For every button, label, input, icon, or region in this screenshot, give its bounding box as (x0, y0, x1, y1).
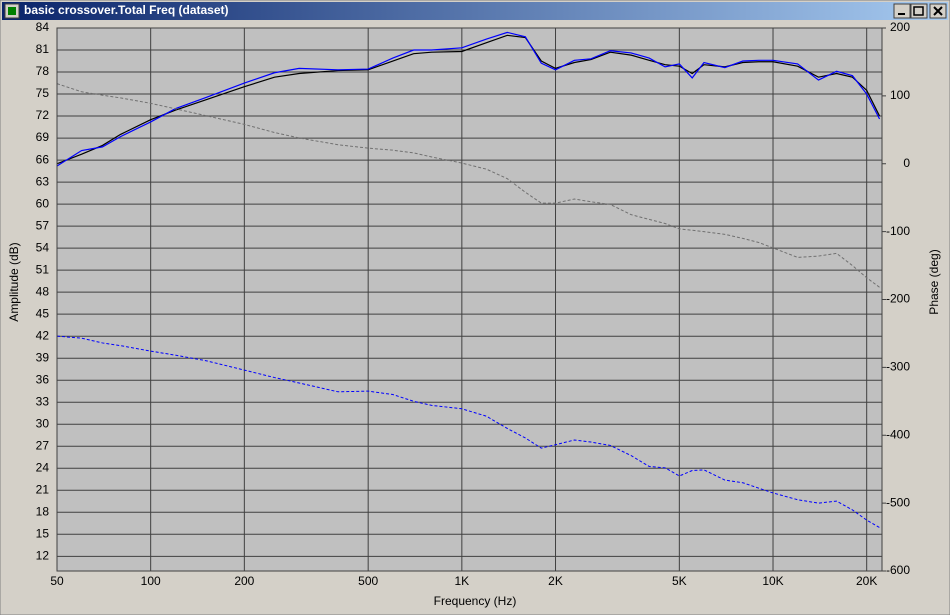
y-tick-label: 51 (36, 262, 50, 276)
y-tick-label: 42 (36, 328, 50, 342)
series-line (56, 31, 881, 167)
x-tick-label: 10K (762, 574, 783, 588)
y-tick-label: 69 (36, 130, 50, 144)
y2-tick-label: 200 (890, 20, 910, 34)
y-tick-label: 84 (36, 20, 50, 34)
y-tick-label: 54 (36, 240, 50, 254)
y-tick-label: 45 (36, 306, 50, 320)
series-line (56, 83, 880, 288)
y-tick-label: 36 (36, 372, 50, 386)
y-tick-label: 75 (36, 86, 50, 100)
plot-border (56, 27, 883, 572)
series-line (56, 335, 880, 528)
y-tick-label: 30 (36, 416, 50, 430)
window-title: basic crossover.Total Freq (dataset) (24, 3, 229, 17)
y2-axis-label: Phase (deg) (927, 249, 941, 314)
y-axis-label: Amplitude (dB) (7, 242, 21, 321)
x-tick-label: 1K (454, 574, 469, 588)
app-icon-inner (8, 7, 16, 15)
y-tick-label: 39 (36, 350, 50, 364)
x-axis-label: Frequency (Hz) (434, 594, 517, 608)
y2-tick-label: -500 (886, 495, 910, 509)
y-tick-label: 27 (36, 438, 50, 452)
y-tick-label: 12 (36, 548, 50, 562)
y2-tick-label: -100 (886, 224, 910, 238)
series-line (56, 34, 881, 165)
maximize-button[interactable] (910, 3, 928, 19)
y2-tick-label: -400 (886, 427, 910, 441)
x-tick-label: 20K (856, 574, 877, 588)
y-tick-label: 63 (36, 174, 50, 188)
y-tick-label: 48 (36, 284, 50, 298)
y-tick-label: 60 (36, 196, 50, 210)
y-tick-label: 18 (36, 504, 50, 518)
y-tick-label: 24 (36, 460, 50, 474)
y-tick-label: 15 (36, 526, 50, 540)
x-tick-label: 500 (358, 574, 378, 588)
y-tick-label: 21 (36, 482, 50, 496)
x-tick-label: 50 (50, 574, 64, 588)
y-tick-label: 81 (36, 42, 50, 56)
title-bar (2, 2, 948, 20)
x-tick-label: 200 (234, 574, 254, 588)
y2-tick-label: -600 (886, 563, 910, 577)
y2-tick-label: -300 (886, 360, 910, 374)
close-button[interactable] (929, 3, 947, 19)
y2-tick-label: -200 (886, 292, 910, 306)
y-tick-label: 33 (36, 394, 50, 408)
y-tick-label: 66 (36, 152, 50, 166)
y2-tick-label: 100 (890, 88, 910, 102)
y-tick-label: 78 (36, 64, 50, 78)
x-tick-label: 2K (548, 574, 563, 588)
plot-area (56, 27, 883, 572)
y-tick-label: 72 (36, 108, 50, 122)
minimize-button[interactable] (893, 3, 911, 19)
y-tick-label: 57 (36, 218, 50, 232)
x-tick-label: 5K (672, 574, 687, 588)
x-tick-label: 100 (141, 574, 161, 588)
y2-tick-label: 0 (903, 156, 910, 170)
